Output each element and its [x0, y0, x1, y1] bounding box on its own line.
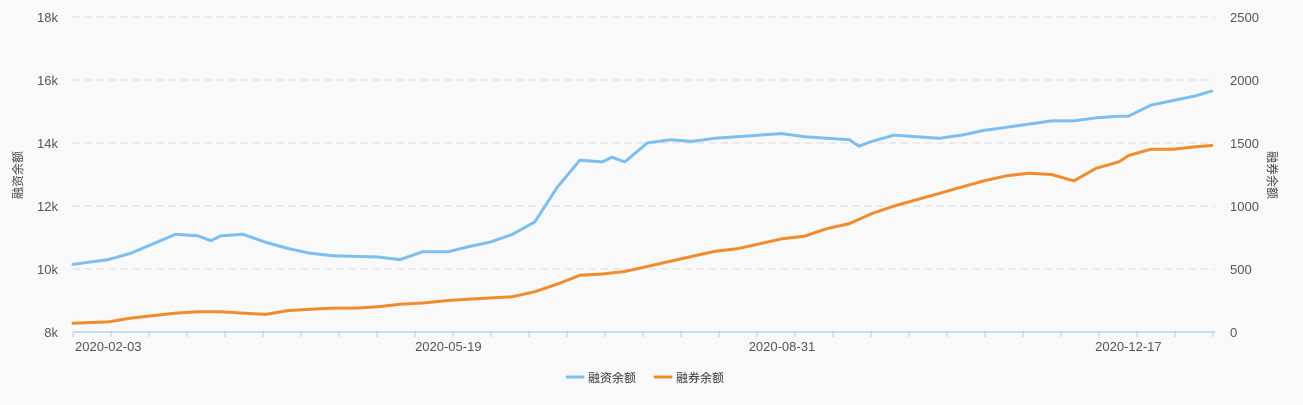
legend-item-financing[interactable]: 融资余额	[565, 370, 636, 385]
series-line-financing	[71, 89, 1214, 266]
x-tick-label: 2020-02-03	[75, 339, 142, 354]
left-tick-label: 12k	[37, 199, 58, 214]
left-tick-label: 14k	[37, 136, 58, 151]
right-y-axis: 0 500 1000 1500 2000 2500	[1230, 10, 1259, 340]
legend-label-securities-lending: 融券余额	[676, 370, 724, 385]
x-tick-label: 2020-05-19	[415, 339, 482, 354]
left-tick-label: 10k	[37, 262, 58, 277]
right-tick-label: 2000	[1230, 73, 1259, 88]
x-tick-label: 2020-08-31	[749, 339, 816, 354]
left-tick-label: 8k	[44, 325, 58, 340]
right-axis-title: 融券余额	[1265, 151, 1280, 199]
series-layer	[71, 89, 1214, 325]
grid-layer	[73, 16, 1215, 270]
legend-label-financing: 融资余额	[588, 370, 636, 385]
left-axis-title: 融资余额	[10, 151, 25, 199]
right-tick-label: 2500	[1230, 10, 1259, 25]
legend-item-securities-lending[interactable]: 融券余额	[653, 370, 724, 385]
left-tick-label: 18k	[37, 10, 58, 25]
right-tick-label: 1000	[1230, 199, 1259, 214]
x-tick-label: 2020-12-17	[1095, 339, 1162, 354]
right-tick-label: 500	[1230, 262, 1252, 277]
legend: 融资余额 融券余额	[565, 370, 724, 385]
left-y-axis: 8k 10k 12k 14k 16k 18k	[37, 10, 58, 340]
x-axis: 2020-02-03 2020-05-19 2020-08-31 2020-12-17	[72, 332, 1214, 354]
series-line-securities-lending	[71, 144, 1214, 325]
right-tick-label: 0	[1230, 325, 1237, 340]
left-tick-label: 16k	[37, 73, 58, 88]
right-tick-label: 1500	[1230, 136, 1259, 151]
